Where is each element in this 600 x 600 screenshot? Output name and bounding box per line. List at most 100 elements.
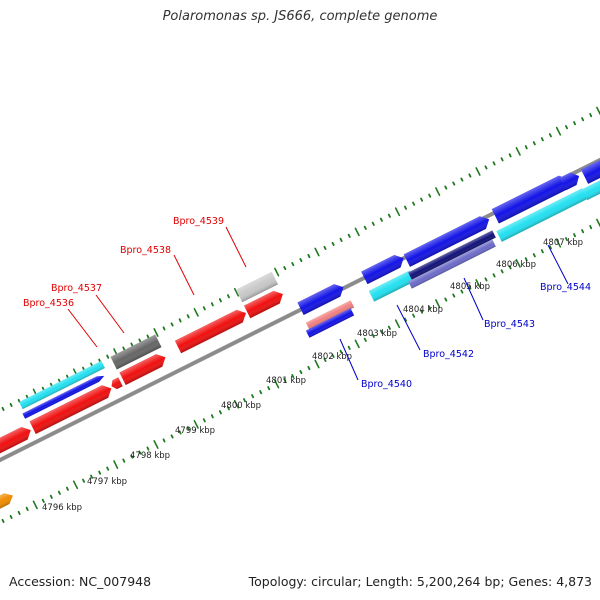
- lower-minor-tick: [492, 273, 496, 278]
- lower-minor-tick: [468, 285, 472, 290]
- feature-blue-h-shading: [581, 156, 600, 184]
- upper-minor-tick: [379, 217, 383, 222]
- upper-minor-tick: [500, 157, 504, 162]
- upper-minor-tick: [218, 298, 222, 303]
- upper-minor-tick: [532, 141, 536, 146]
- gene-label-bpro-4540: Bpro_4540: [361, 379, 412, 390]
- lower-major-tick: [72, 480, 79, 490]
- kbp-label-4799: 4799 kbp: [175, 426, 215, 436]
- lower-minor-tick: [259, 390, 263, 395]
- lower-major-tick: [193, 419, 199, 429]
- feature-red-small-shading: [111, 377, 123, 390]
- gene-features: [0, 156, 600, 510]
- feature-blue-f: [491, 175, 569, 224]
- upper-minor-tick: [66, 374, 69, 379]
- upper-minor-tick: [363, 225, 367, 230]
- feature-blue-d: [361, 255, 404, 285]
- upper-minor-tick: [565, 125, 568, 130]
- gene-label-bpro-4537: Bpro_4537: [51, 283, 102, 294]
- feature-blue-g: [559, 172, 580, 191]
- lower-major-tick: [515, 258, 521, 268]
- upper-major-tick: [193, 307, 199, 317]
- feature-orange-shading: [0, 493, 13, 510]
- leader-bpro-4543: [463, 277, 484, 321]
- feature-cyan-d: [581, 175, 600, 201]
- upper-minor-tick: [428, 193, 432, 198]
- lower-minor-tick: [484, 277, 488, 282]
- feature-gray-dark: [110, 334, 162, 370]
- gene-label-bpro-4543: Bpro_4543: [484, 319, 535, 330]
- lower-minor-tick: [17, 510, 21, 515]
- lower-minor-tick: [9, 514, 13, 519]
- feature-slate-shading: [408, 239, 496, 289]
- feature-blue-c: [305, 308, 355, 338]
- gene-labels: Bpro_4536 Bpro_4537 Bpro_4538 Bpro_4539 …: [23, 216, 591, 390]
- lower-minor-tick: [403, 317, 408, 322]
- upper-major-tick: [515, 147, 521, 156]
- feature-red-d-shading: [174, 309, 246, 354]
- lower-minor-tick: [283, 377, 287, 383]
- feature-blue-h: [581, 156, 600, 184]
- gene-label-bpro-4536: Bpro_4536: [23, 298, 74, 309]
- gene-label-leaders: [67, 226, 569, 381]
- lower-major-tick: [113, 460, 119, 470]
- lower-minor-tick: [548, 245, 552, 250]
- lower-minor-tick: [379, 329, 383, 334]
- upper-minor-tick: [323, 245, 327, 251]
- feature-navy-shading: [408, 230, 496, 280]
- lower-minor-tick: [460, 289, 464, 294]
- lower-minor-tick: [540, 249, 544, 254]
- feature-blue-e: [403, 216, 490, 267]
- leader-bpro-4540: [339, 338, 359, 381]
- kbp-label-4802: 4802 kbp: [312, 352, 352, 362]
- leader-bpro-4538: [173, 254, 195, 296]
- lower-minor-tick: [581, 229, 585, 234]
- feature-cyan-a-shading: [19, 360, 105, 410]
- upper-minor-tick: [1, 406, 5, 412]
- lower-minor-tick: [331, 353, 335, 359]
- lower-minor-tick: [90, 474, 94, 479]
- feature-blue-f-shading: [491, 175, 569, 224]
- lower-minor-tick: [186, 426, 190, 431]
- lower-minor-tick: [178, 430, 182, 435]
- lower-minor-tick: [41, 498, 45, 503]
- upper-minor-tick: [202, 306, 206, 311]
- lower-minor-tick: [243, 398, 247, 403]
- upper-minor-tick: [452, 181, 456, 186]
- lower-minor-tick: [420, 309, 424, 314]
- kbp-label-4804: 4804 kbp: [403, 305, 443, 315]
- feature-pink: [305, 300, 355, 330]
- upper-major-tick: [314, 247, 320, 257]
- lower-minor-tick: [138, 450, 142, 455]
- lower-minor-tick: [412, 313, 416, 318]
- lower-minor-tick: [371, 333, 375, 338]
- lower-minor-tick: [251, 394, 255, 399]
- lower-minor-tick: [202, 418, 206, 423]
- lower-minor-tick: [146, 446, 150, 451]
- lower-minor-tick: [347, 345, 351, 350]
- feature-navy: [408, 230, 496, 280]
- kbp-label-4803: 4803 kbp: [357, 329, 397, 339]
- upper-minor-tick: [130, 342, 134, 347]
- upper-minor-tick: [468, 173, 472, 178]
- upper-minor-tick: [146, 334, 150, 339]
- genome-summary-text: Topology: circular; Length: 5,200,264 bp…: [248, 574, 592, 589]
- lower-tick-row: [1, 218, 600, 523]
- feature-blue-b: [297, 284, 344, 315]
- upper-minor-tick: [573, 121, 576, 126]
- leader-bpro-4544: [547, 244, 569, 285]
- upper-minor-tick: [331, 241, 335, 247]
- feature-blue-g-shading: [559, 172, 580, 191]
- feature-gray-light-shading: [235, 271, 279, 303]
- lower-minor-tick: [565, 237, 568, 242]
- gene-label-bpro-4542: Bpro_4542: [423, 349, 474, 360]
- leader-bpro-4537: [95, 294, 125, 334]
- upper-minor-tick: [82, 366, 85, 371]
- gene-label-bpro-4539: Bpro_4539: [173, 216, 224, 227]
- lower-minor-tick: [226, 406, 230, 411]
- feature-orange: [0, 493, 13, 510]
- upper-minor-tick: [299, 257, 303, 263]
- lower-minor-tick: [210, 414, 214, 419]
- upper-minor-tick: [508, 153, 512, 158]
